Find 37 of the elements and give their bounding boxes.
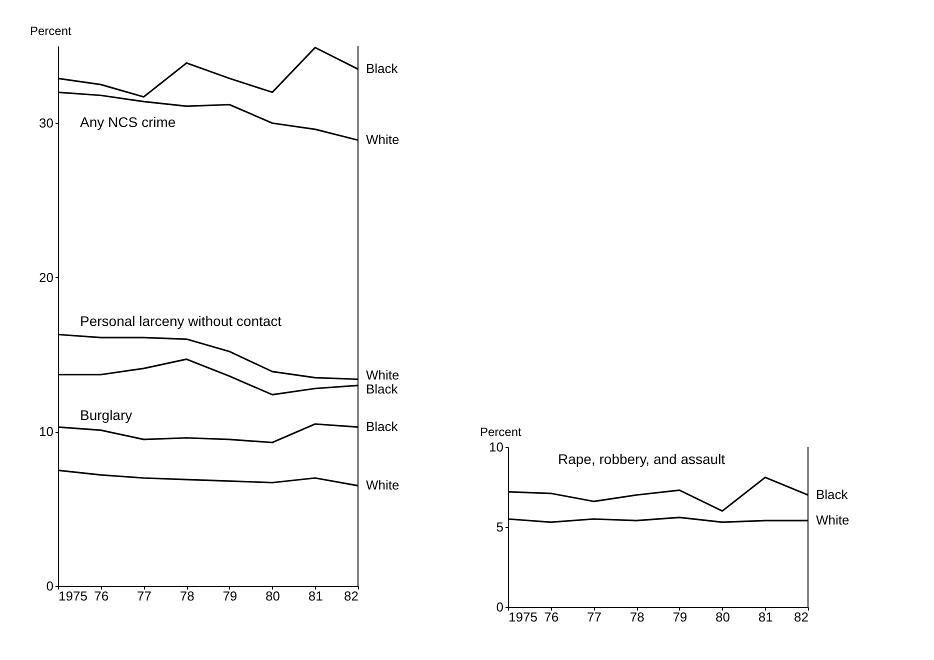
series-label: Black	[366, 381, 398, 396]
x-tick-label: 77	[136, 588, 152, 604]
annotation: Burglary	[80, 407, 132, 423]
x-tick-label: 79	[672, 610, 688, 624]
y-axis-title: Percent	[30, 24, 72, 38]
y-tick-label: 0	[496, 600, 504, 614]
series-label: Black	[816, 487, 848, 502]
x-tick-label: 79	[222, 588, 238, 604]
y-tick-label: 10	[489, 440, 504, 454]
x-tick-label: 78	[630, 610, 644, 624]
x-tick-label: 1975	[508, 610, 538, 624]
y-tick-label: 30	[39, 116, 54, 131]
x-tick-label: 1975	[58, 588, 88, 604]
x-tick-label: 78	[180, 588, 194, 604]
series-label: Black	[366, 419, 398, 434]
x-tick-label: 76	[544, 610, 559, 624]
x-tick-label: 76	[94, 588, 109, 604]
annotation: Personal larceny without contact	[80, 313, 282, 329]
x-tick-label: 82	[344, 588, 358, 604]
series-label: White	[816, 512, 850, 528]
annotation: Rape, robbery, and assault	[558, 451, 726, 467]
y-tick-label: 0	[46, 578, 54, 594]
annotation: Any NCS crime	[80, 114, 176, 130]
y-tick-label: 10	[39, 424, 54, 440]
x-tick-label: 77	[586, 610, 602, 624]
series-label: White	[366, 478, 400, 493]
x-tick-label: 81	[758, 610, 773, 624]
series-label: White	[366, 367, 400, 382]
y-axis-title: Percent	[480, 425, 522, 439]
y-tick-label: 5	[496, 520, 504, 534]
x-tick-label: 82	[794, 610, 808, 624]
x-tick-label: 81	[308, 588, 323, 604]
y-tick-label: 20	[39, 270, 54, 285]
x-tick-label: 80	[716, 610, 730, 624]
series-label: White	[366, 132, 400, 148]
series-label: Black	[366, 61, 398, 76]
x-tick-label: 80	[266, 588, 280, 604]
